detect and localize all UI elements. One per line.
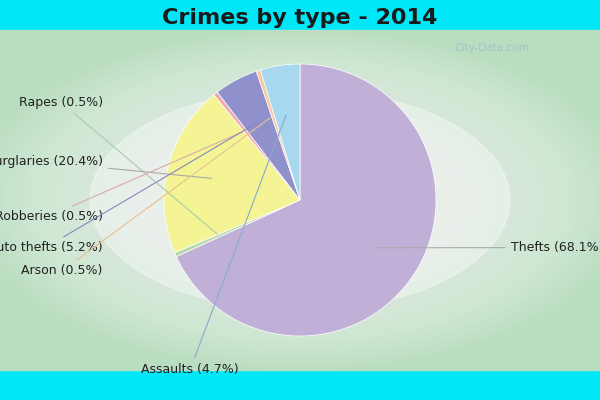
- Ellipse shape: [112, 103, 488, 297]
- Ellipse shape: [4, 47, 596, 353]
- Wedge shape: [176, 64, 436, 336]
- Text: Arson (0.5%): Arson (0.5%): [22, 118, 271, 277]
- Ellipse shape: [226, 162, 374, 238]
- Ellipse shape: [37, 65, 563, 335]
- Ellipse shape: [118, 106, 482, 294]
- Wedge shape: [217, 71, 300, 200]
- Ellipse shape: [199, 148, 401, 252]
- Ellipse shape: [44, 68, 556, 332]
- Ellipse shape: [212, 155, 388, 245]
- Ellipse shape: [10, 51, 590, 349]
- Ellipse shape: [239, 169, 361, 231]
- Text: City-Data.com: City-Data.com: [455, 43, 529, 53]
- Ellipse shape: [179, 138, 421, 262]
- Ellipse shape: [166, 131, 434, 269]
- Ellipse shape: [287, 193, 313, 207]
- Ellipse shape: [139, 117, 461, 283]
- Ellipse shape: [246, 172, 354, 228]
- Ellipse shape: [85, 89, 515, 311]
- Ellipse shape: [71, 82, 529, 318]
- Ellipse shape: [206, 152, 394, 248]
- Ellipse shape: [17, 54, 583, 346]
- Ellipse shape: [192, 144, 408, 256]
- Ellipse shape: [172, 134, 428, 266]
- Wedge shape: [175, 200, 300, 257]
- Ellipse shape: [131, 113, 469, 287]
- Ellipse shape: [104, 99, 496, 301]
- Ellipse shape: [158, 127, 442, 273]
- Ellipse shape: [51, 72, 549, 328]
- Text: Rapes (0.5%): Rapes (0.5%): [19, 96, 217, 234]
- Text: Assaults (4.7%): Assaults (4.7%): [141, 115, 286, 376]
- Ellipse shape: [185, 141, 415, 259]
- Ellipse shape: [0, 30, 600, 370]
- Ellipse shape: [0, 34, 600, 366]
- Ellipse shape: [91, 92, 509, 308]
- Text: Crimes by type - 2014: Crimes by type - 2014: [163, 8, 437, 28]
- Wedge shape: [260, 64, 300, 200]
- Wedge shape: [214, 92, 300, 200]
- Ellipse shape: [293, 196, 307, 204]
- Ellipse shape: [24, 58, 576, 342]
- Text: Robberies (0.5%): Robberies (0.5%): [0, 132, 242, 223]
- Ellipse shape: [0, 44, 600, 356]
- Text: Thefts (68.1%): Thefts (68.1%): [377, 241, 600, 254]
- Text: Burglaries (20.4%): Burglaries (20.4%): [0, 156, 211, 178]
- Ellipse shape: [152, 124, 448, 276]
- Ellipse shape: [266, 183, 334, 217]
- Ellipse shape: [58, 75, 542, 325]
- Ellipse shape: [280, 190, 320, 210]
- Ellipse shape: [0, 40, 600, 360]
- Ellipse shape: [0, 37, 600, 363]
- Ellipse shape: [145, 120, 455, 280]
- Ellipse shape: [260, 179, 340, 221]
- Ellipse shape: [219, 158, 381, 242]
- Text: Auto thefts (5.2%): Auto thefts (5.2%): [0, 124, 256, 254]
- Ellipse shape: [90, 90, 510, 310]
- Ellipse shape: [78, 86, 522, 314]
- Ellipse shape: [273, 186, 327, 214]
- Ellipse shape: [233, 165, 367, 235]
- Ellipse shape: [64, 78, 536, 322]
- Ellipse shape: [253, 176, 347, 224]
- Wedge shape: [164, 95, 300, 253]
- Ellipse shape: [125, 110, 475, 290]
- Wedge shape: [256, 70, 300, 200]
- Ellipse shape: [98, 96, 502, 304]
- Ellipse shape: [31, 61, 569, 339]
